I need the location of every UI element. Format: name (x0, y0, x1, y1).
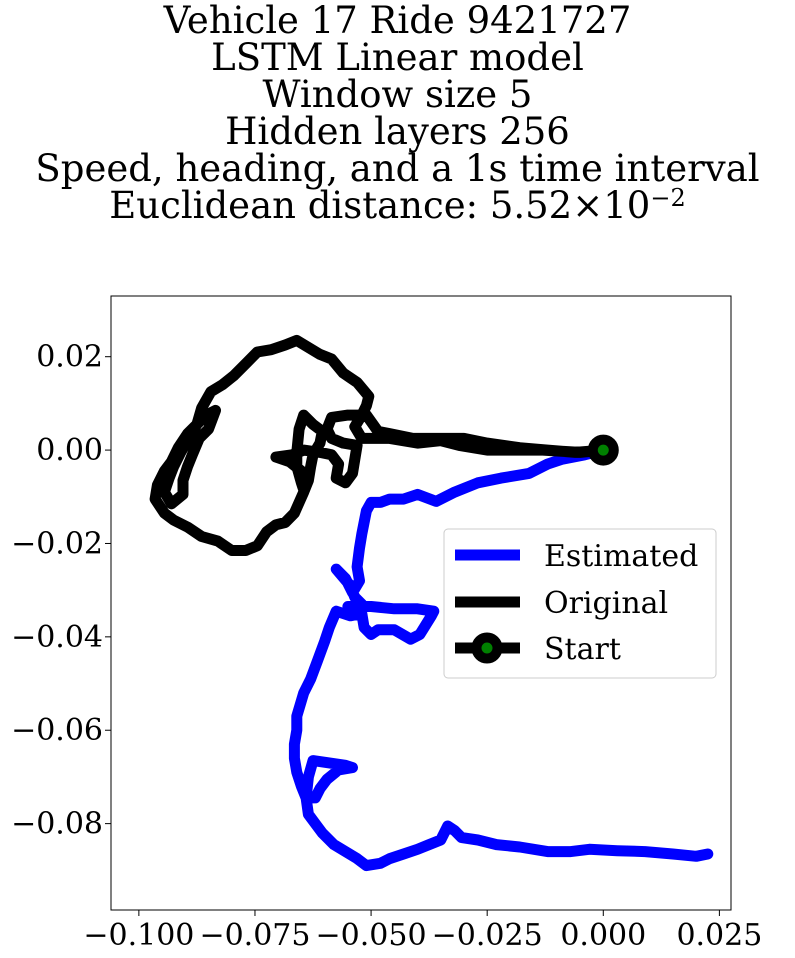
distance-mantissa: 5.52 (489, 184, 573, 227)
distance-times: × (572, 184, 604, 227)
start-marker (587, 434, 619, 466)
x-tick-label: −0.050 (316, 918, 427, 953)
distance-base: 10 (603, 184, 651, 227)
legend-label: Estimated (544, 539, 698, 574)
x-tick-label: −0.075 (199, 918, 310, 953)
title-line: Vehicle 17 Ride 9421727 (163, 0, 632, 42)
series-line-original (149, 334, 609, 556)
legend: Estimated Original Start (443, 528, 717, 679)
y-tick-label: −0.04 (11, 620, 103, 655)
title-line: LSTM Linear model (211, 36, 584, 79)
legend-label: Start (544, 632, 621, 667)
y-tick-label: −0.08 (11, 807, 103, 842)
plot-frame (110, 295, 732, 911)
legend-marker (471, 632, 503, 664)
x-tick-label: 0.025 (676, 918, 762, 953)
distance-label: Euclidean distance: (109, 184, 490, 227)
distance-exponent: −2 (650, 184, 686, 212)
title-distance: Euclidean distance: 5.52×10−2 (0, 184, 795, 227)
series-line-estimated (288, 444, 714, 872)
legend-label: Original (544, 586, 668, 621)
axes-layer: −0.100 −0.075 −0.050 −0.025 0.000 0.025 0.02 0.… (11, 340, 762, 953)
x-tick-label: 0.000 (560, 918, 646, 953)
title-line: Speed, heading, and a 1s time interval (35, 147, 760, 190)
y-tick-label: 0.02 (36, 340, 103, 375)
y-tick-label: −0.06 (11, 713, 103, 748)
y-tick-label: −0.02 (11, 526, 103, 561)
legend-box (443, 528, 717, 679)
x-tick-label: −0.100 (83, 918, 194, 953)
series-layer (149, 334, 714, 872)
y-tick-label: 0.00 (36, 433, 103, 468)
title-line: Hidden layers 256 (225, 110, 570, 153)
x-tick-label: −0.025 (432, 918, 543, 953)
title-line: Window size 5 (262, 73, 533, 116)
chart-title: Vehicle 17 Ride 9421727 LSTM Linear mode… (0, 2, 795, 224)
